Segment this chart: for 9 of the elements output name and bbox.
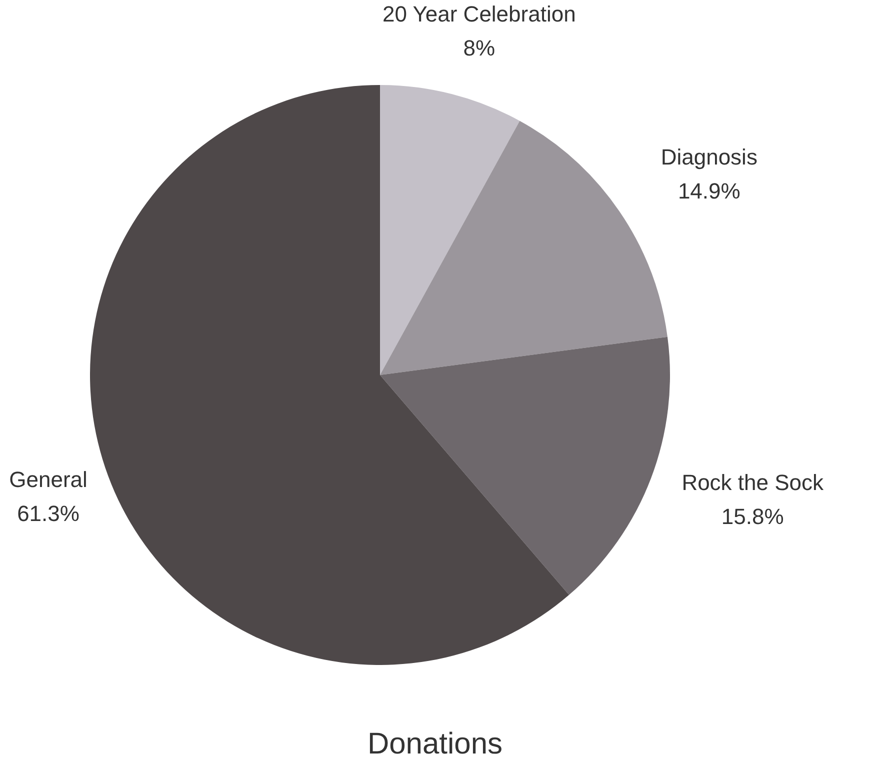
- slice-label: Diagnosis: [660, 144, 758, 170]
- data-label: 15.8%: [721, 504, 784, 530]
- data-label: 61.3%: [17, 501, 80, 526]
- text: Donations: [367, 727, 503, 760]
- slice-label: 20 Year Celebration: [382, 1, 576, 26]
- data-label: 8%: [463, 35, 496, 60]
- slice-label: General: [9, 467, 88, 492]
- data-label: 14.9%: [678, 178, 740, 204]
- slice-label: Rock the Sock: [682, 470, 825, 496]
